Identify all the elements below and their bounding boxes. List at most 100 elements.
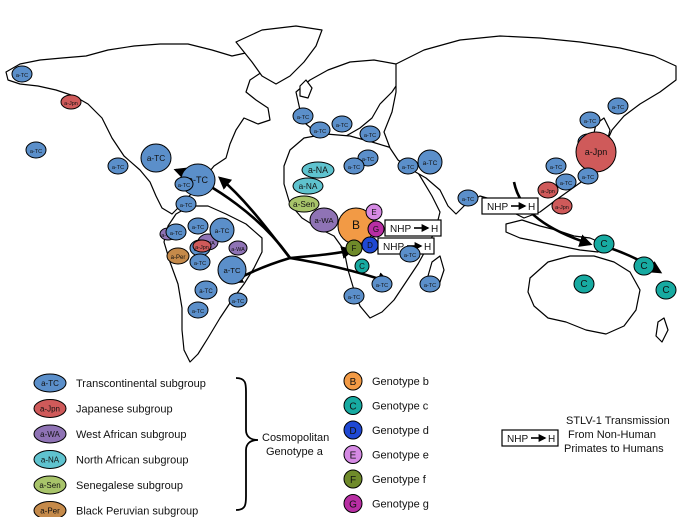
marker-atc: a-TC	[417, 149, 443, 175]
marker-circle	[187, 217, 209, 235]
marker-label: a-TC	[402, 165, 414, 171]
map-markers: a-TC a-Jpn a-TC a-TC a-TC a-TC a-TC a-TC a-WA a-W…	[11, 65, 677, 319]
marker-label: a-TC	[232, 299, 244, 305]
marker-aper: a-Per	[166, 247, 190, 265]
legend-subgroups: a-TC Transcontinental subgroup a-Jpn Japane…	[33, 373, 206, 517]
legend: a-TC Transcontinental subgroup a-Jpn Japane…	[33, 371, 670, 517]
marker-label: a-TC	[223, 266, 241, 275]
marker-label: a-TC	[424, 283, 436, 289]
marker-label: C	[662, 285, 669, 296]
marker-label: a-TC	[188, 175, 209, 185]
marker-label: a-TC	[462, 197, 474, 203]
nhp-box-from: NHP	[383, 242, 404, 253]
stlv-label-line-3: Primates to Humans	[564, 443, 664, 455]
marker-label: a-TC	[560, 181, 572, 187]
marker-label: a-TC	[582, 175, 594, 181]
legend-swatch	[343, 445, 363, 464]
marker-label: a-TC	[348, 295, 360, 301]
marker-label: a-Jpn	[541, 189, 555, 195]
marker-label: a-WA	[315, 216, 335, 225]
marker-circle	[288, 195, 320, 213]
marker-ajpn: a-Jpn	[551, 197, 573, 215]
marker-awa: a-WA	[228, 240, 248, 256]
marker-label: E	[371, 208, 376, 217]
marker-circle	[301, 161, 335, 179]
marker-f: F	[345, 239, 363, 257]
nhp-box-central-africa: NHP H	[384, 219, 442, 237]
marker-label: a-Sen	[293, 200, 315, 209]
legend-item-a-jpn: a-Jpn Japanese subgroup	[33, 399, 173, 418]
legend-label: Genotype b	[372, 376, 429, 388]
marker-atc: a-TC	[343, 287, 365, 305]
marker-c: C	[633, 256, 655, 276]
marker-label: a-TC	[336, 123, 348, 129]
legend-item-a-wa: a-WA West African subgroup	[33, 424, 186, 444]
marker-circle	[174, 176, 194, 192]
marker-circle	[537, 181, 559, 199]
marker-circle	[11, 65, 33, 83]
marker-ajpn: a-Jpn	[192, 239, 212, 253]
legend-swatch-code: a-Per	[40, 507, 60, 516]
legend-swatch-code: a-Jpn	[40, 405, 60, 414]
marker-label: a-TC	[30, 149, 42, 155]
marker-circle	[417, 149, 443, 175]
marker-atc: a-TC	[209, 217, 235, 243]
legend-swatch	[343, 396, 363, 415]
marker-atc: a-TC	[359, 125, 381, 143]
marker-atc: a-TC	[343, 157, 365, 175]
marker-c: C	[573, 274, 595, 294]
marker-circle	[577, 167, 599, 185]
marker-atc: a-TC	[371, 275, 393, 293]
marker-label: C	[640, 261, 647, 272]
marker-circle	[217, 255, 247, 285]
marker-circle	[192, 239, 212, 253]
legend-item-a-per: a-Per Black Peruvian subgroup	[33, 501, 198, 517]
marker-circle	[194, 280, 218, 300]
marker-label: a-TC	[199, 289, 213, 295]
marker-atc: a-TC	[545, 157, 567, 175]
legend-nhp-box: NHP H	[501, 429, 559, 447]
marker-label: a-Jpn	[585, 147, 608, 157]
marker-circle	[309, 207, 339, 233]
marker-atc: a-TC	[397, 157, 419, 175]
marker-ana: a-NA	[292, 177, 324, 195]
marker-atc: a-TC	[419, 275, 441, 293]
cosmopolitan-label: Cosmopolitan	[262, 432, 329, 444]
legend-swatch-code: a-TC	[41, 379, 59, 388]
marker-circle	[399, 245, 421, 263]
marker-label: a-TC	[192, 309, 204, 315]
marker-circle	[593, 234, 615, 254]
nhp-box-to: H	[528, 202, 535, 213]
marker-label: C	[359, 262, 365, 271]
marker-label: a-TC	[215, 228, 230, 235]
legend-item-a-sen: a-Sen Senegalese subgroup	[33, 475, 183, 495]
asia-to-australia-arrow	[512, 181, 593, 247]
marker-circle	[165, 223, 187, 241]
legend-nhp-from: NHP	[507, 434, 528, 445]
marker-circle	[309, 121, 331, 139]
marker-label: a-TC	[147, 154, 165, 163]
marker-circle	[367, 220, 385, 238]
legend-swatch-code: D	[349, 426, 356, 437]
legend-swatch	[33, 399, 67, 418]
legend-label: Genotype g	[372, 499, 429, 511]
marker-atc: a-TC	[174, 176, 194, 192]
marker-circle	[633, 256, 655, 276]
marker-atc: a-TC	[457, 189, 479, 207]
legend-label: Genotype c	[372, 401, 429, 413]
marker-atc: a-TC	[140, 143, 172, 173]
legend-swatch-code: F	[350, 475, 356, 486]
marker-circle	[187, 301, 209, 319]
marker-label: a-TC	[362, 157, 374, 163]
legend-item-genotype-g: G Genotype g	[343, 494, 429, 513]
marker-circle	[607, 97, 629, 115]
marker-label: a-Jpn	[195, 245, 209, 251]
marker-label: a-TC	[550, 165, 562, 171]
marker-circle	[361, 236, 379, 254]
marker-ajpn: a-Jpn	[60, 94, 82, 110]
marker-ajpn: a-Jpn	[537, 181, 559, 199]
marker-atc: a-TC	[189, 253, 211, 271]
marker-label: G	[373, 225, 379, 234]
world-landmasses	[5, 25, 677, 363]
